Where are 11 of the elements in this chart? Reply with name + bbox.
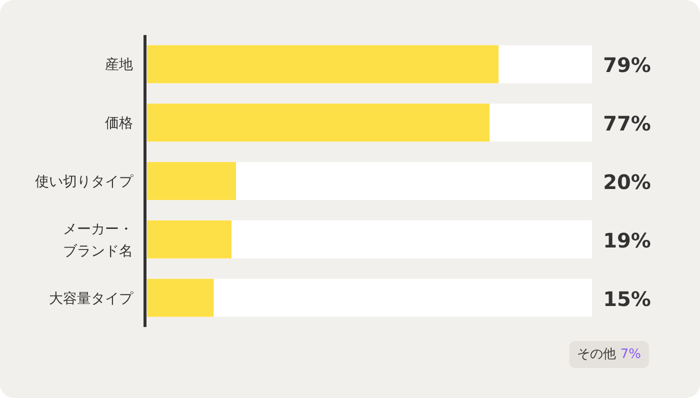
data-label: 15% — [603, 286, 651, 311]
data-label: 19% — [603, 228, 651, 252]
data-label: 20% — [603, 170, 651, 194]
y-tick-label: 大容量タイプ — [49, 290, 134, 307]
y-tick-label: 使い切りタイプ — [35, 174, 134, 190]
y-tick-label: 産地 — [105, 57, 133, 74]
y-tick-label: メーカー・ブランド名 — [63, 221, 133, 260]
data-label: 77% — [603, 112, 651, 136]
data-label: 79% — [603, 53, 651, 78]
text: その他 7% — [577, 347, 641, 362]
y-tick-label: 価格 — [105, 116, 133, 132]
